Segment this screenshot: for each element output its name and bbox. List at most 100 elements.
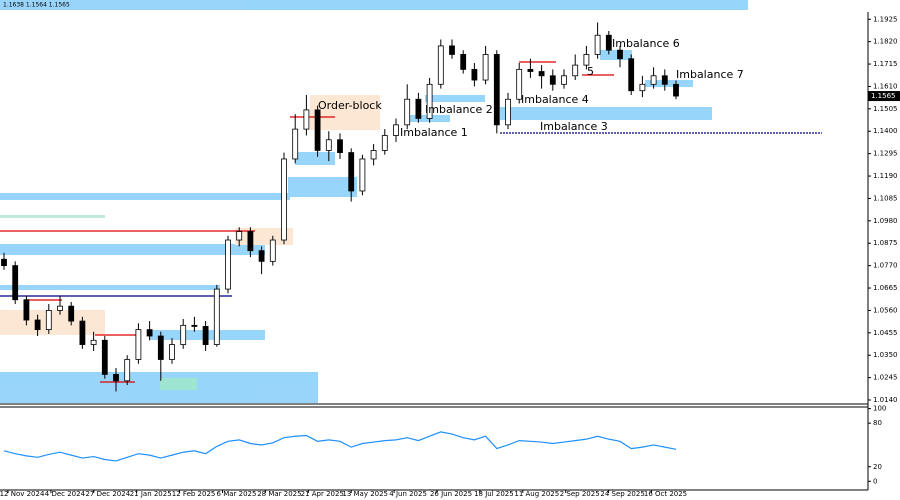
candle-body xyxy=(572,64,579,77)
candle-body xyxy=(101,339,108,375)
zone xyxy=(0,193,290,200)
candle-body xyxy=(348,152,355,192)
x-tick-label: 11 Aug 2025 xyxy=(514,490,559,498)
y-tick-label: 1.0875 xyxy=(873,239,898,247)
y-tick-label: 1.1295 xyxy=(873,150,898,158)
x-tick-label: 21 Jan 2025 xyxy=(130,490,172,498)
y-tick-label: 80 xyxy=(873,419,882,427)
candle-body xyxy=(236,231,243,241)
price-tag xyxy=(868,91,900,102)
y-tick-label: 1.0245 xyxy=(873,374,898,382)
candle-body xyxy=(325,139,332,151)
candle-body xyxy=(68,305,75,322)
x-tick-label: 28 Mar 2025 xyxy=(257,490,301,498)
indicator-line xyxy=(3,431,677,462)
levels xyxy=(0,61,822,383)
zone xyxy=(600,50,632,60)
candle-body xyxy=(561,75,567,85)
candle-body xyxy=(381,135,388,151)
candle-body xyxy=(45,310,52,331)
y-tick-label: 1.1085 xyxy=(873,194,898,202)
candle-body xyxy=(617,49,623,60)
annotation: Imbalance 3 xyxy=(540,120,608,133)
price-tag-label: 1.1565 xyxy=(871,92,896,100)
x-tick-label: 2 Sep 2025 xyxy=(560,490,600,498)
y-tick-label: 1.1925 xyxy=(873,15,898,23)
y-tick-label: 1.0560 xyxy=(873,306,898,314)
candle-body xyxy=(1,258,7,267)
candle-body xyxy=(281,158,287,241)
x-tick-label: 27 Dec 2024 xyxy=(85,490,130,498)
zone xyxy=(500,107,712,120)
x-tick-label: 12 Nov 2024 xyxy=(0,490,45,498)
annotation: Imbalance 7 xyxy=(676,68,744,81)
candle-body xyxy=(157,335,164,360)
x-tick-label: 4 Dec 2024 xyxy=(45,490,86,498)
candle-body xyxy=(460,54,467,70)
candle-body xyxy=(303,109,310,130)
x-tick-label: 21 Apr 2025 xyxy=(301,490,344,498)
y-tick-label: 1.1190 xyxy=(873,172,898,180)
candle-body xyxy=(213,288,220,345)
candle-body xyxy=(113,374,119,382)
x-tick-label: 18 Jul 2025 xyxy=(474,490,514,498)
candle-body xyxy=(12,265,19,301)
y-tick-label: 20 xyxy=(873,463,882,471)
candle-body xyxy=(527,68,534,72)
candle-body xyxy=(146,329,153,337)
y-tick-label: 1.1610 xyxy=(873,82,898,90)
candle-body xyxy=(493,54,500,126)
candle-body xyxy=(57,305,63,311)
y-tick-label: 1.0455 xyxy=(873,329,898,337)
candle-body xyxy=(538,71,545,77)
annotation: Imbalance 4 xyxy=(521,93,589,106)
candle-body xyxy=(449,45,455,55)
annotation: Imbalance 6 xyxy=(612,37,680,50)
y-tick-label: 1.1505 xyxy=(873,105,898,113)
candle-body xyxy=(673,83,679,97)
candle-body xyxy=(549,75,556,85)
candle-body xyxy=(661,75,668,85)
header-bar xyxy=(0,0,748,10)
y-tick-label: 1.0140 xyxy=(873,396,898,404)
candle-body xyxy=(437,45,444,85)
candle-body xyxy=(169,344,175,360)
candle-body xyxy=(23,299,30,321)
candle-body xyxy=(594,34,601,55)
annotation: Imbalance 2 xyxy=(425,103,493,116)
candle-body xyxy=(269,239,276,262)
x-tick-label: 26 Jun 2025 xyxy=(430,490,472,498)
candle-body xyxy=(258,250,265,262)
candle-body xyxy=(314,109,321,151)
candle-body xyxy=(650,75,657,85)
candle-body xyxy=(135,329,142,360)
candle-body xyxy=(292,128,299,160)
x-tick-label: 16 Oct 2025 xyxy=(644,490,687,498)
candle-body xyxy=(34,319,41,331)
candle-body xyxy=(124,359,131,382)
candle-body xyxy=(639,83,646,92)
zone xyxy=(0,244,265,255)
x-tick-label: 12 Feb 2025 xyxy=(172,490,216,498)
candle-body xyxy=(79,320,86,345)
candle-body xyxy=(359,158,366,192)
candle-body xyxy=(393,124,399,136)
y-tick-label: 1.1820 xyxy=(873,38,898,46)
annotation: Imbalance 1 xyxy=(400,126,468,139)
x-tick-label: 13 May 2025 xyxy=(342,490,388,498)
candle-body xyxy=(505,98,511,126)
candle-body xyxy=(202,326,209,345)
zone xyxy=(0,215,105,218)
candle-body xyxy=(605,34,612,51)
candle-body xyxy=(370,150,377,160)
zone xyxy=(288,177,357,197)
x-tick-label: 4 Jun 2025 xyxy=(389,490,427,498)
candle-body xyxy=(426,83,433,119)
y-tick-label: 1.0350 xyxy=(873,351,898,359)
x-tick-label: 24 Sep 2025 xyxy=(600,490,644,498)
candle-body xyxy=(482,54,489,81)
annotation: 5 xyxy=(587,65,594,78)
y-tick-label: 1.1400 xyxy=(873,127,898,135)
order-block xyxy=(310,95,380,130)
y-tick-label: 0 xyxy=(873,477,877,485)
